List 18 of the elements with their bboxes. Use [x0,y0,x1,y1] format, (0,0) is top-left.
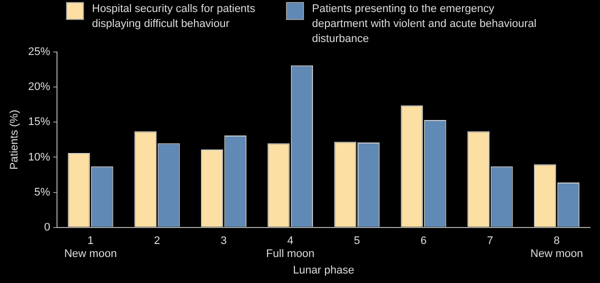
x-axis-title: Lunar phase [293,264,354,276]
y-tick-label: 5% [34,186,50,198]
legend-label: Patients presenting to the emergency department with violent and acute behavioural disturbance [312,2,538,47]
x-tick-label: 1 New moon [64,235,117,260]
x-tick-label: 7 [487,235,494,248]
x-tick-label: 2 [154,235,160,248]
x-tick-label: 8 New moon [530,235,583,260]
y-tick-label: 0 [44,221,50,234]
x-tick-label: 3 [220,235,227,248]
y-tick-label: 10% [28,151,50,164]
y-tick-label: 20% [28,81,50,94]
x-tick-label: 6 [420,235,427,248]
legend-label: Hospital security calls for patients displaying difficult behaviour [92,2,256,32]
y-axis-title: Patients (%) [8,110,21,170]
y-tick-label: 15% [28,116,50,128]
x-tick-label: 4 Full moon [266,235,314,260]
y-tick-label: 25% [28,46,50,58]
x-tick-label: 5 [354,235,360,248]
